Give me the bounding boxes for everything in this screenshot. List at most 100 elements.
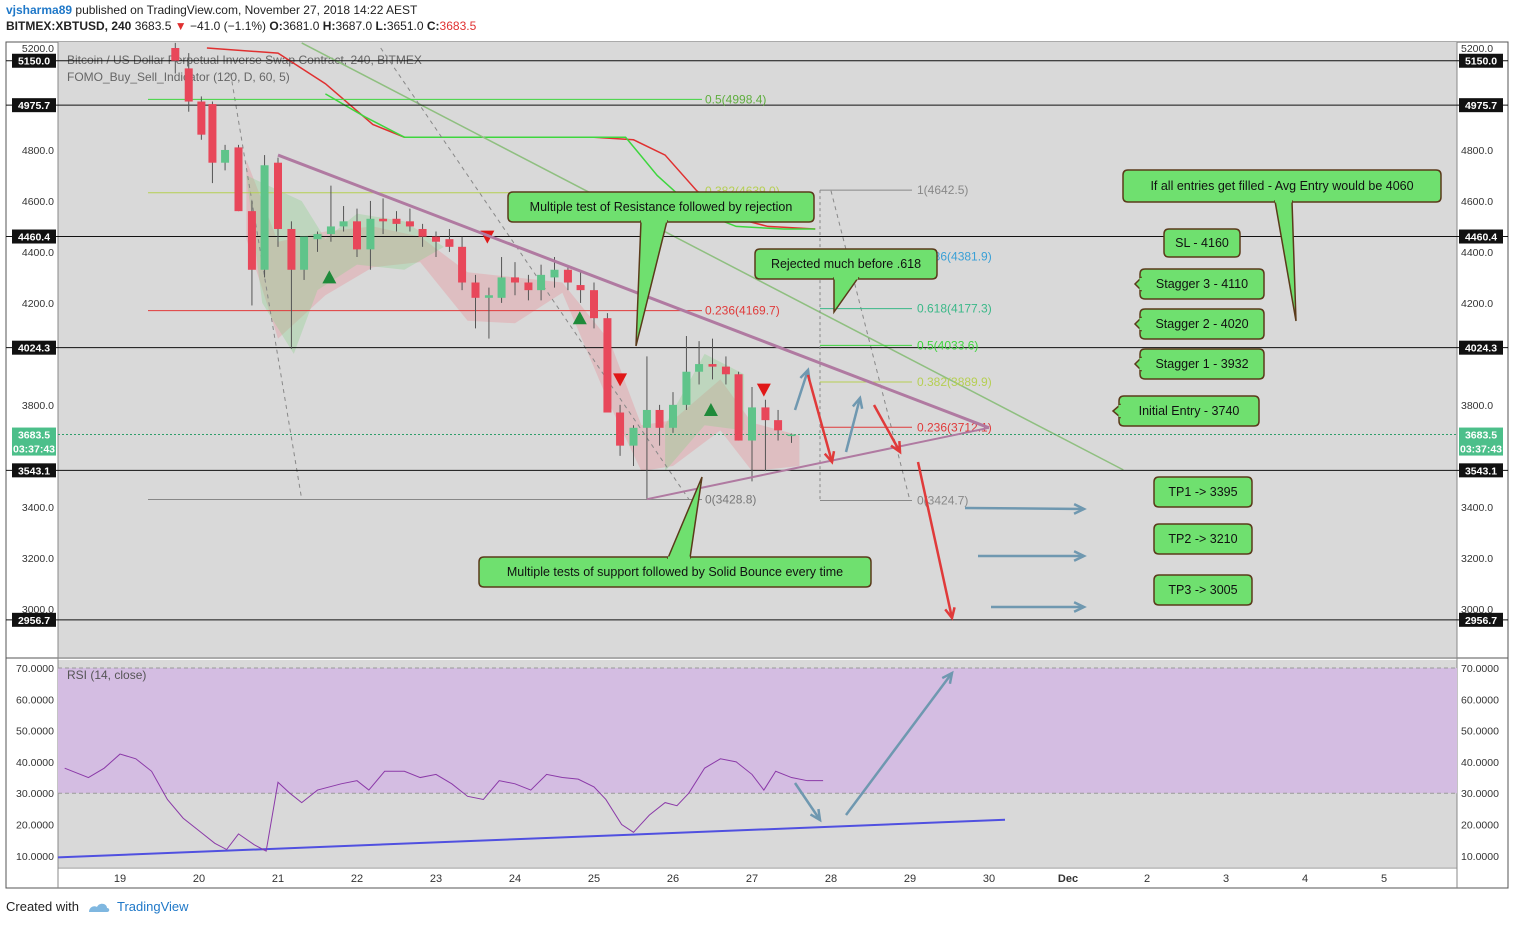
candle-body <box>695 364 704 372</box>
candle-body <box>197 101 206 135</box>
guide-dash-2 <box>380 47 690 500</box>
last-price-text-left: 3683.5 <box>18 430 50 442</box>
y-tick-left: 5200.0 <box>22 43 54 55</box>
candle-body <box>471 282 480 298</box>
projection-down-arrow-2-head <box>890 440 902 455</box>
x-tick: 4 <box>1302 873 1308 885</box>
candle <box>669 392 677 433</box>
candle <box>287 221 296 349</box>
rsi-down-arrow <box>793 782 822 823</box>
x-tick: 23 <box>430 873 442 885</box>
candle-body <box>445 239 454 247</box>
projection-down-arrow-3-head <box>944 607 956 621</box>
label-tp2: TP2 -> 3210 <box>1153 523 1253 555</box>
fib-right-label: 0.382(3889.9) <box>917 375 992 389</box>
y-tick-right: 4800.0 <box>1461 145 1493 157</box>
label-text-support: Multiple tests of support followed by So… <box>507 565 843 579</box>
candle-body <box>682 371 691 405</box>
price-tag-left-text: 3543.1 <box>18 465 50 477</box>
y-tick-left: 3400.0 <box>22 502 54 514</box>
candle-body <box>339 221 348 227</box>
tp3-arrow-head <box>1073 601 1087 613</box>
candle-body <box>300 236 309 270</box>
fib-right-label: 0.618(4177.3) <box>917 302 992 316</box>
candle <box>590 282 598 329</box>
rsi-tick-left: 40.0000 <box>16 757 54 769</box>
price-tag-right <box>1459 612 1503 627</box>
price-tag-right-text: 3543.1 <box>1465 465 1497 477</box>
y-tick-right: 3000.0 <box>1461 604 1493 616</box>
candle <box>366 200 375 270</box>
rsi-tick-left: 20.0000 <box>16 820 54 832</box>
label-text-tp3: TP3 -> 3005 <box>1168 583 1237 597</box>
candle-body <box>418 228 427 237</box>
candle <box>642 356 651 500</box>
y-tick-left: 3200.0 <box>22 553 54 565</box>
y-tick-left: 4200.0 <box>22 298 54 310</box>
last-price-tag-right <box>1459 427 1503 456</box>
label-text-stagger3: Stagger 3 - 4110 <box>1156 277 1248 291</box>
candle-body <box>287 228 296 270</box>
candle-body <box>655 409 664 428</box>
candle-body <box>616 412 625 446</box>
candle <box>445 228 454 252</box>
price-tag-left <box>12 53 56 68</box>
candle <box>353 208 361 258</box>
candle <box>313 231 322 252</box>
price-change: −41.0 (−1.1%) <box>189 19 267 33</box>
price-tag-left-text: 2956.7 <box>18 615 50 627</box>
candle <box>629 425 638 467</box>
low-label: L: <box>375 19 387 33</box>
projection-down-arrow-2 <box>872 404 902 455</box>
price-tag-right <box>1459 53 1503 68</box>
label-box-tp1 <box>1153 476 1253 508</box>
x-tick: 20 <box>193 873 205 885</box>
chart-title: Bitcoin / US Dollar Perpetual Inverse Sw… <box>67 53 422 67</box>
indicator-label: FOMO_Buy_Sell_Indicator (120, D, 60, 5) <box>67 70 290 84</box>
rsi-tick-left: 70.0000 <box>16 663 54 675</box>
label-box-support <box>478 556 872 588</box>
candle-body <box>721 366 730 375</box>
close-label: C: <box>426 19 440 33</box>
rsi-tick-right: 20.0000 <box>1461 820 1499 832</box>
rsi-trendline <box>57 818 1006 859</box>
price-tag-right <box>1459 340 1503 355</box>
fib-left-label: 0.5(4998.4) <box>705 92 766 106</box>
candle <box>787 433 796 443</box>
label-box-avg <box>1122 169 1442 203</box>
author-link[interactable]: vjsharma89 <box>6 3 73 17</box>
last-price: 3683.5 <box>134 19 172 33</box>
candle-body <box>748 407 756 441</box>
x-tick: 3 <box>1223 873 1229 885</box>
label-box-stagger2 <box>1139 308 1265 340</box>
candle <box>418 223 427 247</box>
x-tick: 28 <box>825 873 837 885</box>
tradingview-link[interactable]: TradingView <box>116 899 189 914</box>
x-tick: 5 <box>1381 873 1387 885</box>
rsi-up-arrow-shaft <box>844 672 954 816</box>
candle <box>774 409 783 441</box>
candle <box>471 274 480 329</box>
candle <box>300 236 309 280</box>
candle-body <box>761 407 770 421</box>
fib-right-label: 0.5(4033.6) <box>917 338 978 352</box>
candle-body <box>313 234 322 240</box>
tp2-arrow <box>978 550 1087 562</box>
price-tag-left <box>12 98 56 113</box>
candle <box>537 264 546 301</box>
label-box-tp2 <box>1153 523 1253 555</box>
candle-body <box>458 246 467 283</box>
label-text-avg: If all entries get filled - Avg Entry wo… <box>1150 179 1413 193</box>
rsi-tick-right: 60.0000 <box>1461 694 1499 706</box>
tp1-arrow-head <box>1073 503 1087 515</box>
projection-up-arrow-2 <box>844 395 864 453</box>
y-tick-right: 4200.0 <box>1461 298 1493 310</box>
x-tick: 25 <box>588 873 600 885</box>
y-tick-right: 5200.0 <box>1461 43 1493 55</box>
fib-left-label: 0.236(4169.7) <box>705 304 780 318</box>
projection-down-arrow-3 <box>916 461 956 621</box>
candle-body <box>326 226 335 235</box>
rsi-tick-left: 10.0000 <box>16 851 54 863</box>
price-tag-left <box>12 612 56 627</box>
